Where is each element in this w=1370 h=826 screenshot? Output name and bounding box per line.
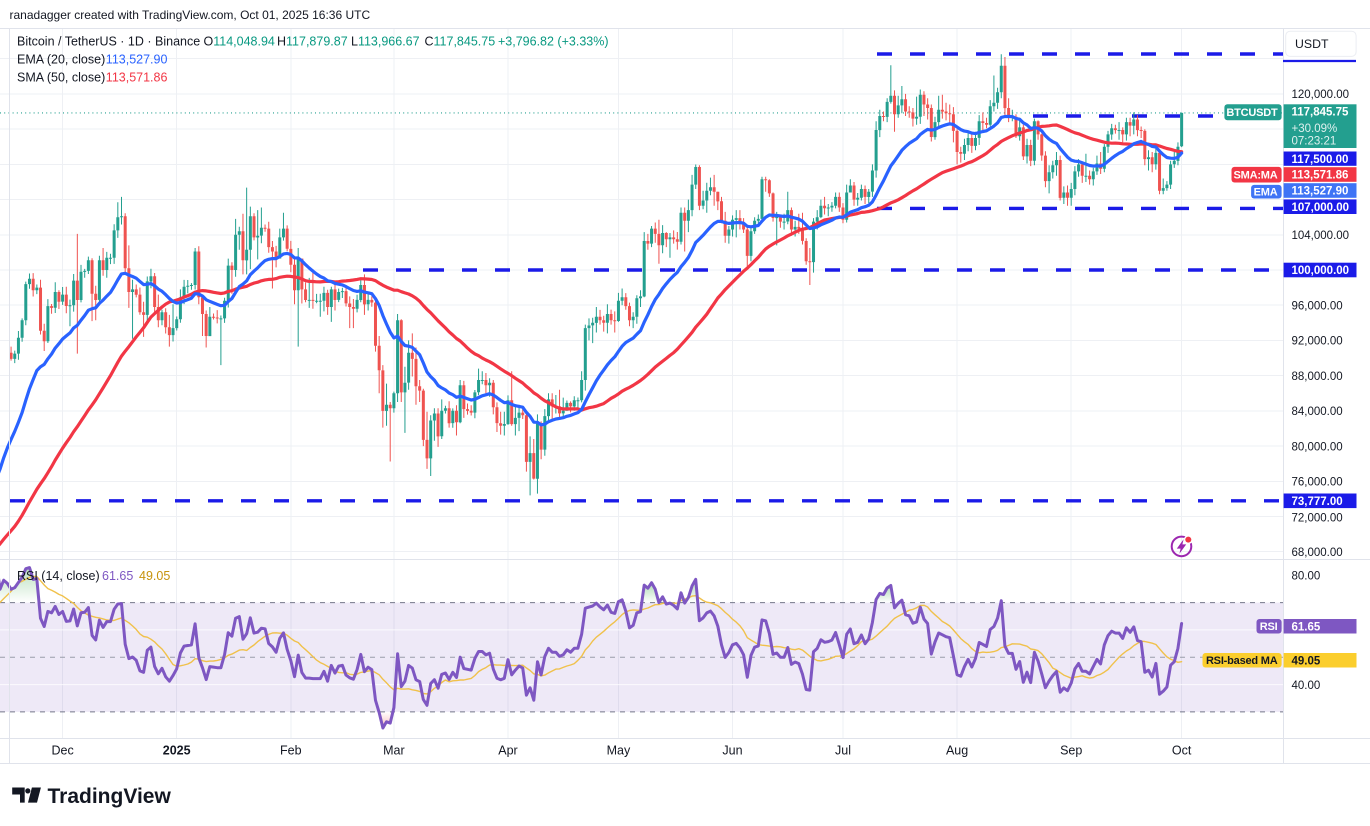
svg-text:92,000.00: 92,000.00: [1292, 336, 1343, 348]
svg-text:Mar: Mar: [383, 744, 405, 758]
svg-text:Sep: Sep: [1060, 744, 1082, 758]
svg-text:Jul: Jul: [835, 744, 851, 758]
svg-text:68,000.00: 68,000.00: [1292, 547, 1343, 559]
svg-text:Aug: Aug: [946, 744, 968, 758]
svg-text:Feb: Feb: [280, 744, 302, 758]
svg-text:40.00: 40.00: [1292, 680, 1321, 692]
svg-text:104,000.00: 104,000.00: [1292, 230, 1350, 242]
svg-text:88,000.00: 88,000.00: [1292, 371, 1343, 383]
svg-text:RSI: RSI: [1260, 621, 1278, 633]
svg-text:80,000.00: 80,000.00: [1292, 441, 1343, 453]
svg-text:96,000.00: 96,000.00: [1292, 300, 1343, 312]
svg-text:Dec: Dec: [51, 744, 73, 758]
svg-text:BTCUSDT: BTCUSDT: [1226, 107, 1278, 119]
svg-text:80.00: 80.00: [1292, 571, 1321, 583]
svg-text:ranadagger created with Tradin: ranadagger created with TradingView.com,…: [10, 8, 371, 22]
svg-text:113,571.86: 113,571.86: [1292, 170, 1349, 182]
svg-text:SMA (50, close) 113,571.86: SMA (50, close) 113,571.86: [17, 71, 167, 85]
svg-text:117,500.00: 117,500.00: [1292, 154, 1349, 166]
svg-text:TradingView: TradingView: [48, 785, 172, 808]
svg-text:72,000.00: 72,000.00: [1292, 513, 1343, 525]
svg-text:73,777.00: 73,777.00: [1292, 496, 1343, 508]
svg-text:Bitcoin / TetherUS · 1D · Bina: Bitcoin / TetherUS · 1D · Binance: [17, 35, 200, 49]
svg-text:49.05: 49.05: [1292, 656, 1321, 668]
svg-text:RSI-based MA: RSI-based MA: [1206, 655, 1278, 667]
svg-text:EMA: EMA: [1254, 187, 1278, 199]
svg-text:113,527.90: 113,527.90: [1292, 186, 1349, 198]
svg-text:C117,845.75: C117,845.75: [425, 35, 496, 49]
svg-text:EMA (20, close) 113,527.90: EMA (20, close) 113,527.90: [17, 53, 167, 67]
svg-text:+3,796.82 (+3.33%): +3,796.82 (+3.33%): [498, 35, 609, 49]
svg-text:07:23:21: 07:23:21: [1292, 136, 1337, 148]
svg-text:Oct: Oct: [1172, 744, 1192, 758]
svg-text:RSI (14, close) 61.65 49.05: RSI (14, close) 61.65 49.05: [17, 569, 170, 583]
svg-text:+30.09%: +30.09%: [1292, 123, 1338, 135]
svg-text:O114,048.94: O114,048.94: [204, 35, 275, 49]
svg-text:USDT: USDT: [1295, 37, 1329, 51]
svg-text:117,845.75: 117,845.75: [1292, 107, 1350, 119]
svg-text:120,000.00: 120,000.00: [1292, 89, 1350, 101]
svg-text:100,000.00: 100,000.00: [1292, 265, 1350, 277]
svg-text:H117,879.87: H117,879.87: [277, 35, 348, 49]
svg-text:L113,966.67: L113,966.67: [351, 35, 420, 49]
svg-text:107,000.00: 107,000.00: [1292, 202, 1350, 214]
svg-text:61.65: 61.65: [1292, 622, 1321, 634]
svg-text:Jun: Jun: [722, 744, 742, 758]
svg-text:SMA:MA: SMA:MA: [1233, 170, 1277, 182]
svg-text:76,000.00: 76,000.00: [1292, 477, 1343, 489]
svg-text:Apr: Apr: [498, 744, 517, 758]
svg-text:2025: 2025: [163, 744, 191, 758]
svg-text:May: May: [607, 744, 631, 758]
svg-text:84,000.00: 84,000.00: [1292, 406, 1343, 418]
